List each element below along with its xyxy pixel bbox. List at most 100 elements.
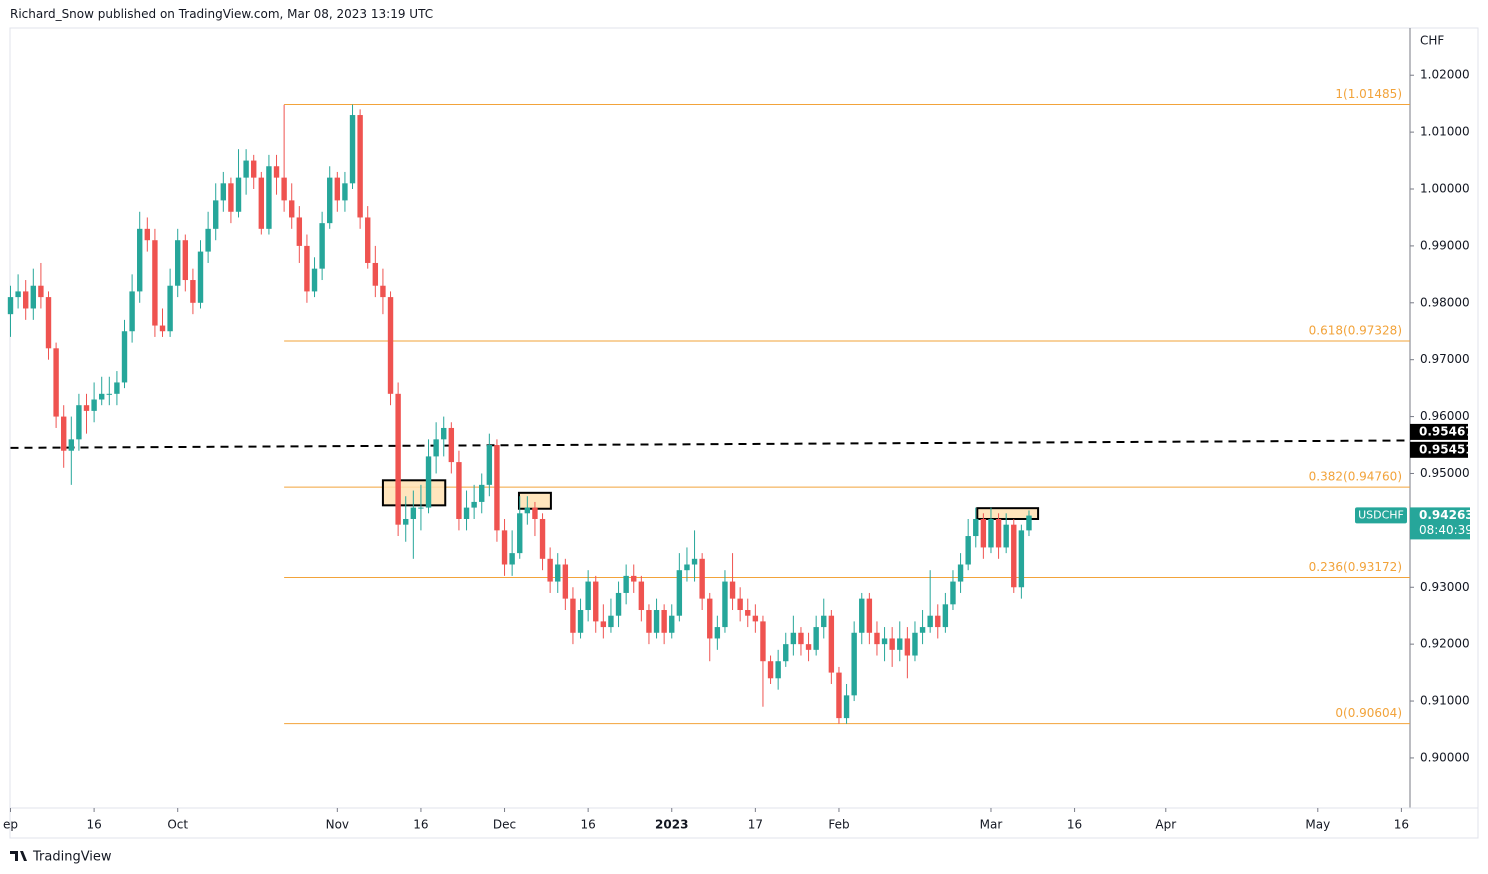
candle-body: [425, 456, 432, 508]
candle-body: [91, 399, 97, 411]
candle-body: [973, 518, 979, 537]
y-tick-label: 0.99000: [1420, 238, 1470, 252]
candle-body: [866, 598, 873, 633]
y-tick-label: 0.92000: [1420, 637, 1470, 651]
candle-body: [463, 507, 470, 519]
candle-body: [1003, 524, 1009, 548]
candle-body: [745, 610, 751, 616]
candle-body: [722, 581, 728, 628]
x-tick-label: May: [1305, 818, 1330, 832]
candle-body: [486, 445, 493, 485]
candle-body: [441, 427, 447, 440]
candle-body: [281, 177, 287, 201]
price-tag-label: 0.95451: [1419, 442, 1474, 456]
candle-body: [517, 513, 523, 554]
candle-body: [1011, 524, 1017, 588]
candle-body: [410, 507, 417, 519]
y-tick-label: 0.90000: [1420, 750, 1470, 764]
candle-body: [296, 217, 303, 246]
candle-body: [904, 638, 911, 656]
candle-body: [205, 228, 211, 252]
candle-body: [129, 291, 135, 332]
symbol-tag: [1355, 507, 1407, 524]
candle-body: [912, 632, 918, 656]
fib-label: 0.382(0.94760): [1309, 470, 1402, 484]
candle-body: [190, 280, 196, 303]
candle-body: [919, 627, 926, 633]
candle-body: [737, 598, 743, 611]
candle-body: [699, 558, 705, 599]
candle-body: [577, 610, 584, 633]
y-tick-label: 0.96000: [1420, 409, 1470, 423]
candle-body: [289, 200, 295, 218]
candle-body: [684, 564, 690, 571]
x-tick-label: Feb: [828, 818, 849, 832]
candle-body: [836, 672, 842, 719]
symbol-tag-label: USDCHF: [1358, 508, 1404, 521]
candle-body: [828, 615, 835, 673]
candle-body: [767, 661, 774, 679]
y-tick-label: 1.00000: [1420, 182, 1470, 196]
candle-body: [327, 177, 333, 224]
candle-body: [608, 615, 614, 628]
candle-body: [889, 638, 895, 650]
candle-body: [851, 632, 857, 696]
candle-body: [76, 405, 82, 440]
candle-body: [752, 615, 759, 622]
chart-frame: [9, 27, 1479, 839]
candle-body: [479, 484, 485, 502]
dashed-line: [10, 439, 1410, 449]
candle-body: [144, 228, 151, 241]
candle-body: [600, 621, 607, 628]
currency-label: CHF: [1420, 34, 1444, 48]
candle-body: [38, 285, 44, 298]
candle-body: [691, 558, 698, 565]
candle-body: [547, 558, 553, 582]
x-tick-label: Oct: [167, 818, 188, 832]
candle-body: [99, 393, 105, 400]
candle-body: [897, 638, 903, 650]
candle-body: [23, 291, 29, 309]
candle-body: [661, 610, 667, 633]
candle-body: [539, 518, 546, 559]
y-tick-label: 1.01000: [1420, 125, 1470, 139]
candle-body: [995, 518, 1002, 548]
candle-body: [707, 598, 713, 639]
candle-body: [631, 575, 637, 582]
candle-body: [935, 615, 941, 628]
candle-body: [585, 581, 591, 611]
fib-label: 1(1.01485): [1335, 87, 1402, 101]
candle-body: [615, 592, 622, 616]
candle-body: [15, 291, 21, 298]
candle-body: [760, 621, 766, 662]
candle-body: [7, 297, 14, 315]
x-tick-label: 16: [1394, 818, 1409, 832]
zone: [976, 507, 1040, 520]
candle-body: [843, 695, 850, 719]
candle-body: [357, 115, 363, 218]
candle-body: [159, 325, 166, 332]
candle-body: [30, 285, 37, 309]
candle-body: [653, 610, 660, 633]
candle-body: [775, 661, 781, 679]
x-tick-label: Apr: [1155, 818, 1176, 832]
countdown-label: 08:40:39: [1419, 523, 1473, 537]
candle-body: [448, 427, 455, 463]
candle-body: [243, 160, 249, 178]
candle-body: [121, 331, 128, 383]
candle-body: [152, 240, 158, 326]
candle-body: [669, 615, 675, 633]
candle-body: [228, 183, 234, 212]
price-tag: [1410, 441, 1468, 458]
candle-body: [638, 581, 645, 611]
fib-label: 0(0.90604): [1335, 706, 1402, 720]
candle-body: [881, 638, 888, 645]
candle-body: [61, 416, 67, 451]
candle-body: [175, 240, 181, 286]
header: Richard_Snow published on TradingView.co…: [10, 7, 434, 21]
candle-body: [167, 285, 173, 332]
candle-body: [646, 610, 652, 633]
fib-label: 0.236(0.93172): [1309, 560, 1402, 574]
candle-body: [562, 564, 569, 599]
candle-body: [805, 644, 812, 650]
